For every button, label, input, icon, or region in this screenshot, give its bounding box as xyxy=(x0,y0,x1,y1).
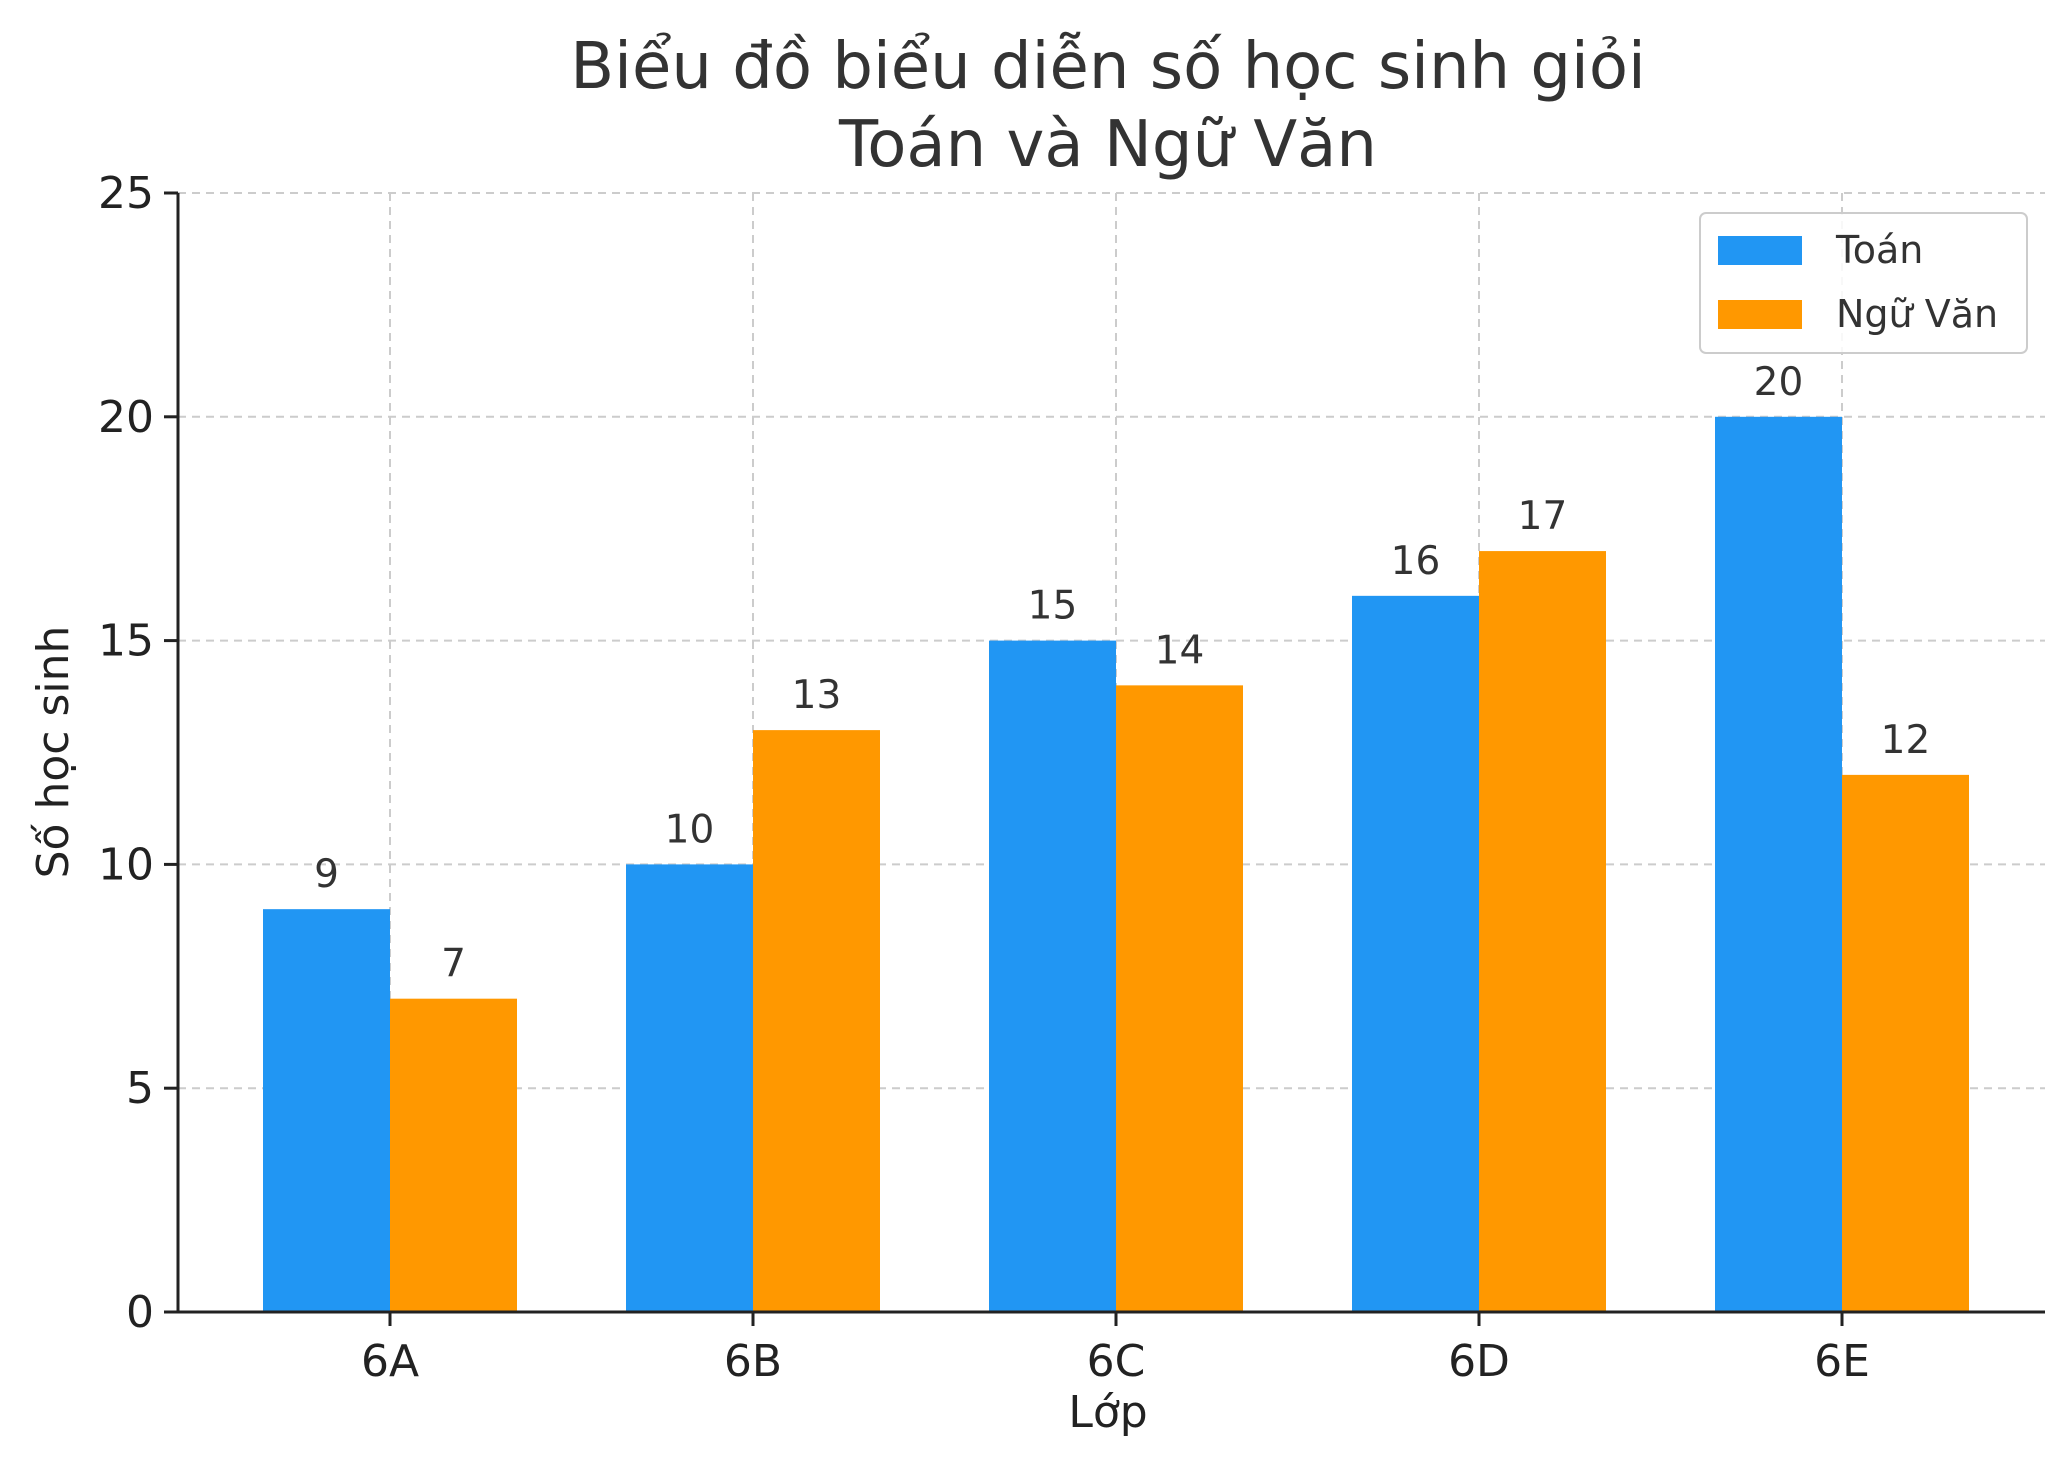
legend-label: Toán xyxy=(1835,228,1923,272)
y-tick-label: 5 xyxy=(126,1063,154,1114)
data-label: 17 xyxy=(1518,494,1568,539)
bar-6C-series-0 xyxy=(989,640,1116,1312)
bar-6C-series-1 xyxy=(1116,685,1243,1312)
legend-label: Ngữ Văn xyxy=(1836,292,1998,336)
data-labels: 9 10 15 16 20 7 13 14 17 12 xyxy=(314,360,1930,987)
y-tick-label: 25 xyxy=(98,168,154,219)
data-label: 15 xyxy=(1028,584,1078,629)
chart-title-line-2: Toán và Ngữ Văn xyxy=(838,108,1377,182)
data-label: 9 xyxy=(314,852,339,897)
data-label: 13 xyxy=(792,673,842,718)
y-tick-label: 0 xyxy=(126,1287,154,1338)
bars xyxy=(263,416,1969,1312)
legend: Toán Ngữ Văn xyxy=(1699,212,2028,354)
bar-6D-series-1 xyxy=(1479,551,1606,1312)
x-tick-label: 6E xyxy=(1814,1336,1870,1387)
x-tick-label: 6D xyxy=(1448,1336,1510,1387)
bar-6E-series-1 xyxy=(1842,774,1969,1312)
x-tick-label: 6B xyxy=(724,1336,782,1387)
x-tick-label: 6C xyxy=(1087,1336,1146,1387)
bar-6A-series-1 xyxy=(390,998,517,1312)
data-label: 14 xyxy=(1155,628,1205,673)
bar-6E-series-0 xyxy=(1715,416,1842,1312)
data-label: 12 xyxy=(1881,718,1931,763)
bar-6D-series-0 xyxy=(1352,595,1479,1312)
chart-title: Biểu đồ biểu diễn số học sinh giỏi Toán … xyxy=(570,30,1646,182)
y-tick-label: 15 xyxy=(98,616,154,667)
axes: 0 5 10 15 20 25 6A 6B 6C 6D 6E xyxy=(98,168,2045,1387)
bar-6A-series-0 xyxy=(263,909,390,1312)
data-label: 20 xyxy=(1754,360,1804,405)
x-axis-label: Lớp xyxy=(1068,1387,1147,1438)
x-tick-label: 6A xyxy=(361,1336,419,1387)
y-tick-label: 10 xyxy=(98,839,154,890)
legend-swatch xyxy=(1718,300,1802,329)
bar-6B-series-0 xyxy=(626,864,753,1312)
y-tick-label: 20 xyxy=(98,392,154,443)
data-label: 10 xyxy=(665,807,715,852)
bar-6B-series-1 xyxy=(753,730,880,1312)
chart-title-line-1: Biểu đồ biểu diễn số học sinh giỏi xyxy=(570,30,1646,104)
data-label: 16 xyxy=(1391,539,1441,584)
y-axis-label: Số học sinh xyxy=(28,626,79,879)
legend-swatch xyxy=(1718,236,1802,265)
data-label: 7 xyxy=(441,942,466,987)
